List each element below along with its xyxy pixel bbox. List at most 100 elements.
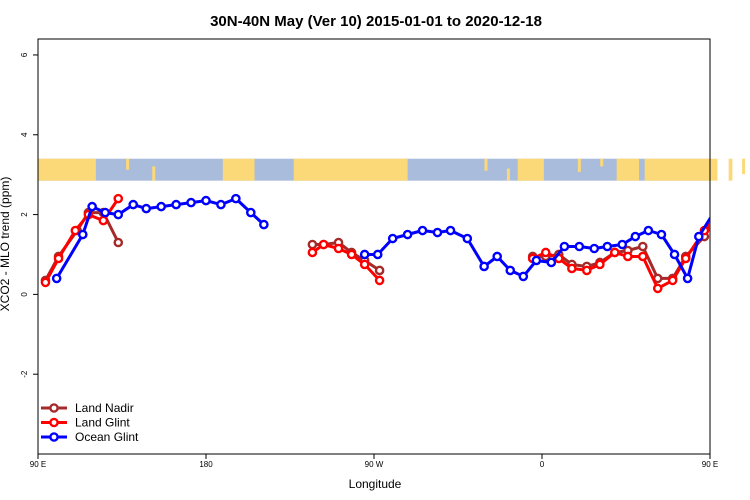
data-point-ocean-glint	[602, 241, 613, 252]
legend-item-land-glint: Land Glint	[41, 416, 130, 430]
data-point-land-glint	[113, 193, 124, 204]
data-point-ocean-glint	[113, 209, 124, 220]
land-band-region	[644, 158, 718, 181]
y-axis-label: XCO2 - MLO trend (ppm)	[0, 177, 12, 312]
data-point-land-glint	[729, 217, 736, 224]
data-point-land-glint	[307, 247, 318, 258]
data-point-ocean-glint	[531, 255, 542, 266]
data-point-ocean-glint	[656, 229, 667, 240]
data-point-ocean-glint	[141, 203, 152, 214]
data-point-ocean-glint	[574, 241, 585, 252]
island-region	[66, 162, 70, 178]
data-point-ocean-glint	[231, 193, 241, 204]
x-tick-label: 90 W	[365, 460, 384, 469]
data-point-ocean-glint	[492, 251, 503, 262]
island-region	[577, 158, 581, 172]
legend-item-ocean-glint: Ocean Glint	[41, 430, 139, 444]
island-region	[152, 166, 156, 181]
data-point-land-nadir	[113, 237, 124, 248]
series-ocean-glint	[51, 193, 747, 284]
data-point-land-nadir	[729, 209, 736, 216]
chart-title: 30N-40N May (Ver 10) 2015-01-01 to 2020-…	[210, 13, 542, 30]
data-point-land-glint	[680, 253, 691, 264]
data-point-ocean-glint	[245, 207, 256, 218]
data-point-land-nadir	[374, 265, 385, 276]
data-point-ocean-glint	[259, 219, 269, 230]
y-tick-label: 2	[20, 212, 29, 217]
data-point-ocean-glint	[402, 229, 413, 240]
data-point-ocean-glint	[694, 231, 704, 242]
island-region	[126, 158, 130, 170]
data-point-land-glint	[346, 249, 357, 260]
data-point-land-glint	[70, 225, 81, 236]
data-point-land-glint	[623, 251, 633, 262]
data-point-ocean-glint	[617, 239, 628, 250]
y-tick-label: 0	[20, 292, 29, 297]
data-point-land-glint	[652, 283, 663, 294]
data-point-land-glint	[714, 211, 721, 218]
data-point-ocean-glint	[714, 203, 721, 210]
series-land-nadir	[40, 207, 750, 286]
data-point-ocean-glint	[518, 271, 529, 282]
data-point-ocean-glint	[740, 211, 747, 218]
data-point-land-glint	[359, 259, 370, 270]
data-point-land-glint	[744, 195, 750, 202]
data-point-land-glint	[318, 239, 329, 250]
land-band-region	[728, 158, 733, 181]
data-point-land-glint	[610, 247, 620, 258]
legend-swatch-point	[49, 432, 59, 442]
data-point-ocean-glint	[479, 261, 489, 272]
data-point-land-nadir	[744, 239, 750, 246]
data-point-land-glint	[667, 275, 678, 286]
data-point-ocean-glint	[87, 201, 97, 212]
land-band-region	[517, 158, 544, 181]
y-tick-label: 4	[20, 132, 29, 137]
land-band-region	[616, 158, 640, 181]
series-line-ocean-glint	[364, 215, 710, 280]
data-point-ocean-glint	[78, 229, 88, 240]
legend-swatch-point	[49, 403, 59, 413]
data-point-ocean-glint	[432, 227, 443, 238]
data-point-land-glint	[53, 253, 64, 264]
data-point-ocean-glint	[201, 195, 211, 206]
data-point-ocean-glint	[51, 273, 62, 284]
data-point-ocean-glint	[669, 249, 680, 260]
island-region	[742, 158, 746, 175]
y-tick-label: 6	[20, 52, 29, 57]
x-axis: 90 E 180 90 W 0 90 E	[30, 454, 718, 469]
legend-item-land-nadir: Land Nadir	[41, 401, 134, 415]
data-point-land-glint	[540, 247, 551, 258]
x-tick-label: 0	[540, 460, 545, 469]
data-point-land-nadir	[307, 239, 318, 250]
data-point-land-glint	[98, 215, 109, 226]
x-axis-label: Longitude	[349, 477, 402, 491]
island-region	[484, 158, 488, 171]
data-point-land-glint	[638, 251, 648, 262]
legend-swatch-point	[49, 417, 59, 428]
data-point-ocean-glint	[643, 225, 654, 236]
data-point-ocean-glint	[171, 199, 181, 210]
y-axis: -2 0 2 4 6	[20, 52, 38, 378]
data-point-land-nadir	[638, 241, 648, 252]
legend-label: Land Nadir	[75, 401, 134, 415]
data-point-land-glint	[374, 275, 385, 286]
data-point-ocean-glint	[559, 241, 570, 252]
x-tick-label: 90 E	[702, 460, 718, 469]
data-point-ocean-glint	[445, 225, 456, 236]
series-line-land-nadir	[532, 224, 710, 280]
island-region	[674, 169, 678, 181]
data-point-ocean-glint	[387, 233, 398, 244]
x-tick-label: 90 E	[30, 460, 46, 469]
data-point-ocean-glint	[630, 231, 641, 242]
data-point-ocean-glint	[589, 243, 600, 254]
data-point-ocean-glint	[216, 199, 226, 210]
data-point-ocean-glint	[505, 265, 516, 276]
data-point-ocean-glint	[462, 233, 473, 244]
land-band-region	[222, 158, 255, 181]
data-point-ocean-glint	[156, 201, 166, 212]
island-region	[506, 168, 510, 181]
data-point-ocean-glint	[359, 249, 370, 260]
data-point-ocean-glint	[546, 257, 557, 268]
series-layer	[40, 193, 750, 294]
